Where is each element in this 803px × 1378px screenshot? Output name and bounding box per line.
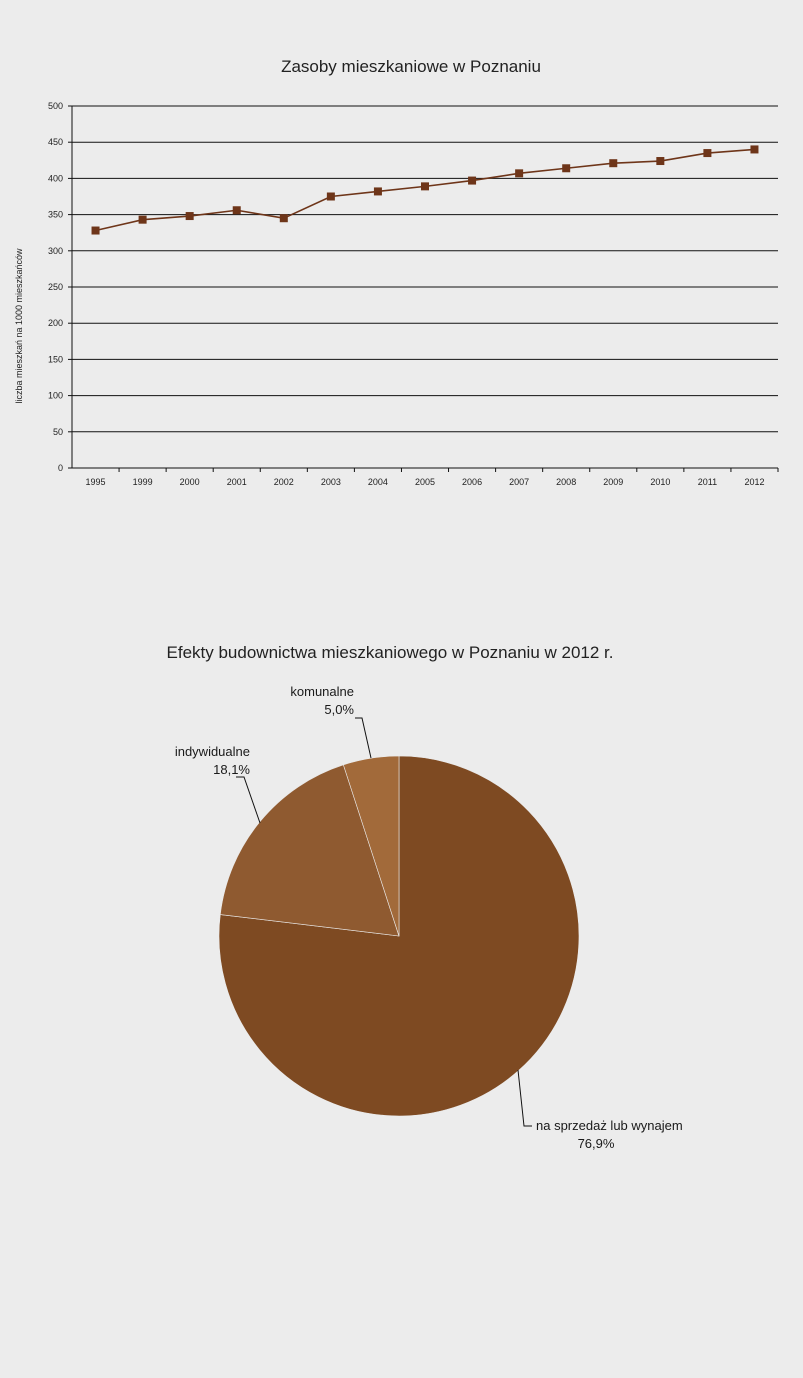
slice-label: na sprzedaż lub wynajem (536, 1118, 683, 1133)
data-point (326, 192, 335, 201)
x-tick-label: 2010 (650, 477, 670, 487)
x-tick-label: 2008 (556, 477, 576, 487)
line-chart: Zasoby mieszkaniowe w Poznaniu liczba mi… (14, 57, 779, 487)
data-point (562, 164, 571, 173)
data-point (421, 182, 429, 191)
data-point (656, 157, 665, 166)
pie-chart: Efekty budownictwa mieszkaniowego w Pozn… (167, 643, 683, 1151)
data-point (91, 226, 100, 235)
data-point (138, 215, 147, 224)
leader-line (236, 776, 261, 824)
y-tick-label: 150 (48, 354, 63, 364)
y-axis-label: liczba mieszkań na 1000 mieszkańców (14, 248, 24, 404)
x-tick-label: 2003 (321, 477, 341, 487)
data-point (750, 145, 759, 154)
leader-line (355, 717, 372, 759)
x-tick-label: 2004 (368, 477, 388, 487)
x-tick-label: 2006 (462, 477, 482, 487)
x-tick-label: 2009 (603, 477, 623, 487)
data-point (468, 176, 477, 185)
y-tick-label: 450 (48, 137, 63, 147)
x-tick-label: 2000 (180, 477, 200, 487)
y-tick-label: 100 (48, 391, 63, 401)
y-tick-label: 350 (48, 210, 63, 220)
line-chart-title: Zasoby mieszkaniowe w Poznaniu (281, 57, 541, 76)
y-tick-label: 500 (48, 101, 63, 111)
slice-value-label: 5,0% (324, 702, 354, 717)
x-tick-label: 1999 (133, 477, 153, 487)
y-tick-label: 50 (53, 427, 63, 437)
y-tick-label: 300 (48, 246, 63, 256)
x-tick-label: 2011 (698, 477, 717, 487)
slice-value-label: 18,1% (213, 762, 250, 777)
data-point (515, 169, 524, 178)
x-tick-label: 1995 (86, 477, 106, 487)
pie-slice (342, 755, 400, 937)
y-tick-label: 400 (48, 173, 63, 183)
leader-line (517, 1069, 532, 1127)
y-tick-label: 200 (48, 318, 63, 328)
slice-label: indywidualne (175, 744, 250, 759)
x-tick-label: 2012 (744, 477, 764, 487)
data-point (185, 212, 194, 221)
data-point (703, 149, 712, 158)
x-tick-label: 2007 (509, 477, 529, 487)
slice-value-label: 76,9% (578, 1136, 615, 1151)
x-tick-label: 2001 (227, 477, 247, 487)
data-point (279, 214, 288, 223)
data-point (373, 187, 382, 196)
x-tick-label: 2005 (415, 477, 435, 487)
x-tick-label: 2002 (274, 477, 294, 487)
slice-label: komunalne (290, 684, 354, 699)
y-tick-label: 0 (58, 463, 63, 473)
data-point (609, 159, 618, 168)
pie-chart-title: Efekty budownictwa mieszkaniowego w Pozn… (167, 643, 614, 662)
data-point (232, 206, 241, 215)
y-tick-label: 250 (48, 282, 63, 292)
